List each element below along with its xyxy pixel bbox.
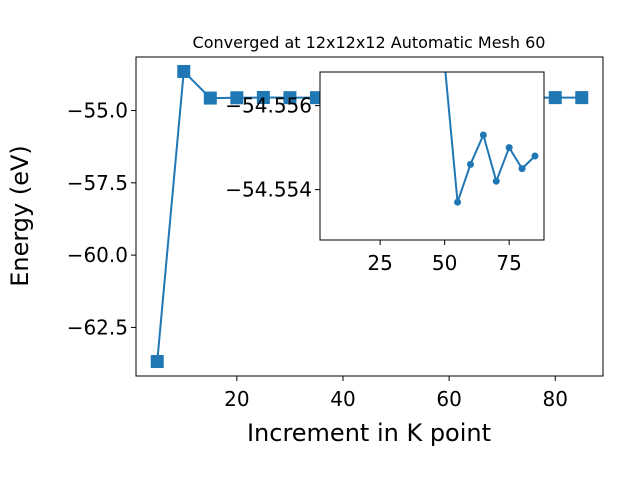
marker — [548, 91, 562, 105]
marker — [283, 91, 297, 105]
chart-title: Converged at 12x12x12 Automatic Mesh 60 — [193, 33, 546, 52]
y-tick-label: −54.554 — [225, 178, 312, 202]
marker — [230, 91, 244, 105]
y-tick-label: −57.5 — [67, 171, 128, 195]
y-tick-label: −60.0 — [67, 243, 128, 267]
y-axis-label: Energy (eV) — [6, 145, 34, 287]
marker — [492, 177, 500, 185]
axes-frame — [319, 71, 545, 241]
marker — [150, 355, 164, 369]
x-tick-label: 75 — [496, 251, 521, 275]
marker — [518, 165, 526, 173]
series — [444, 72, 539, 206]
marker — [203, 91, 217, 105]
y-tick-label: −54.556 — [225, 94, 312, 118]
y-tick-label: −62.5 — [67, 315, 128, 339]
marker — [454, 198, 462, 206]
y-tick-label: −55.0 — [67, 99, 128, 123]
x-tick-label: 40 — [330, 387, 355, 411]
x-tick-label: 80 — [543, 387, 568, 411]
plot-area — [320, 72, 544, 240]
series-line — [444, 72, 536, 203]
x-axis-label: Increment in K point — [247, 419, 491, 447]
marker — [479, 131, 487, 139]
marker — [177, 64, 191, 78]
marker — [505, 144, 513, 152]
x-tick-label: 25 — [367, 251, 392, 275]
x-tick-label: 50 — [432, 251, 457, 275]
marker — [575, 91, 589, 105]
x-tick-label: 20 — [224, 387, 249, 411]
marker — [256, 90, 270, 104]
axes-frame — [135, 56, 604, 377]
x-tick-label: 60 — [436, 387, 461, 411]
marker — [466, 160, 474, 168]
marker — [531, 152, 539, 160]
